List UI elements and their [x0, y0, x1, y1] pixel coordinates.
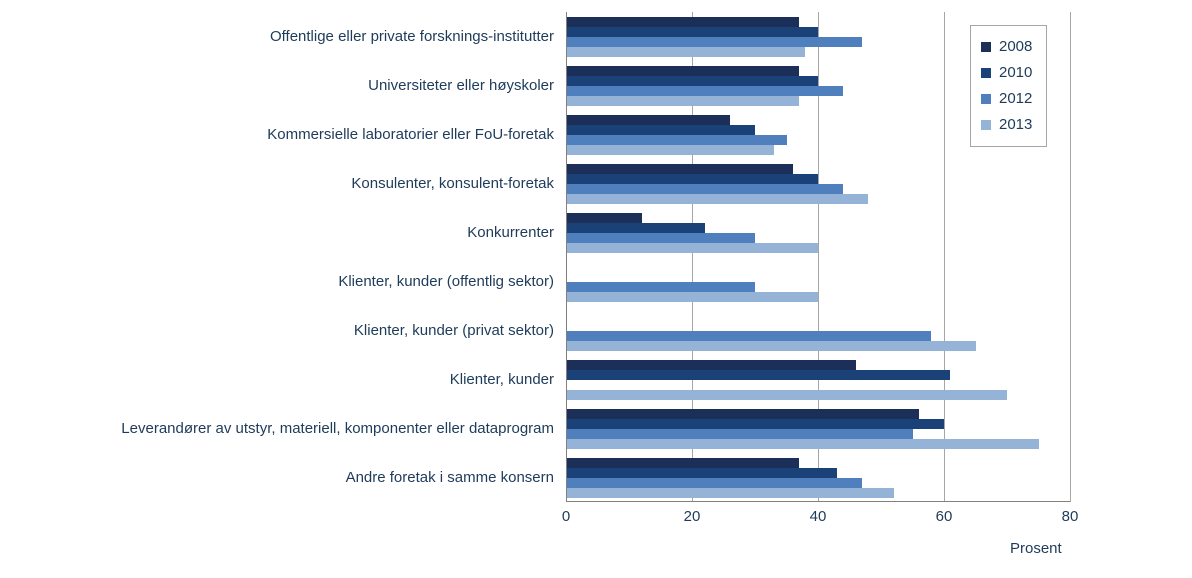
legend-item: 2010: [981, 60, 1032, 86]
bar: [566, 370, 950, 380]
legend-label: 2008: [999, 35, 1032, 59]
yaxis-line: [566, 12, 567, 502]
gridline: [944, 12, 945, 502]
bar: [566, 125, 755, 135]
gridline: [1070, 12, 1071, 502]
legend-label: 2013: [999, 113, 1032, 137]
xaxis-title: Prosent: [1010, 540, 1062, 557]
bar: [566, 468, 837, 478]
xaxis-tick-label: 60: [936, 502, 953, 525]
category-label: Leverandører av utstyr, materiell, kompo…: [86, 404, 566, 453]
category-label: Konsulenter, konsulent-foretak: [86, 159, 566, 208]
category-label: Andre foretak i samme konsern: [86, 453, 566, 502]
legend: 2008201020122013: [970, 25, 1047, 147]
bar: [566, 233, 755, 243]
category-label: Kommersielle laboratorier eller FoU-fore…: [86, 110, 566, 159]
bar: [566, 145, 774, 155]
bar: [566, 213, 642, 223]
bar: [566, 37, 862, 47]
bar: [566, 360, 856, 370]
xaxis-tick-label: 40: [810, 502, 827, 525]
bar: [566, 66, 799, 76]
chart-container: 0 20 40 60 80 Offentlige eller private forskn…: [0, 0, 1192, 578]
bar: [566, 429, 913, 439]
bar: [566, 174, 818, 184]
bar: [566, 17, 799, 27]
bar: [566, 439, 1039, 449]
bar: [566, 419, 944, 429]
category-label: Klienter, kunder (privat sektor): [86, 306, 566, 355]
bar: [566, 478, 862, 488]
category-label: Klienter, kunder: [86, 355, 566, 404]
bar: [566, 135, 787, 145]
bar: [566, 458, 799, 468]
bar: [566, 331, 931, 341]
bar: [566, 164, 793, 174]
xaxis-line: [566, 501, 1070, 502]
legend-item: 2012: [981, 86, 1032, 112]
legend-label: 2012: [999, 87, 1032, 111]
bar: [566, 194, 868, 204]
bar: [566, 390, 1007, 400]
legend-swatch: [981, 94, 991, 104]
bar: [566, 409, 919, 419]
bar: [566, 96, 799, 106]
bar: [566, 47, 805, 57]
legend-swatch: [981, 68, 991, 78]
bar: [566, 86, 843, 96]
bar: [566, 223, 705, 233]
bar: [566, 76, 818, 86]
category-label: Konkurrenter: [86, 208, 566, 257]
bar: [566, 282, 755, 292]
bar: [566, 341, 976, 351]
legend-swatch: [981, 120, 991, 130]
legend-item: 2013: [981, 112, 1032, 138]
category-label: Klienter, kunder (offentlig sektor): [86, 257, 566, 306]
xaxis-tick-label: 80: [1062, 502, 1079, 525]
bar: [566, 292, 818, 302]
bar: [566, 488, 894, 498]
bar: [566, 27, 818, 37]
category-label: Offentlige eller private forsknings-inst…: [86, 12, 566, 61]
legend-item: 2008: [981, 34, 1032, 60]
category-label: Universiteter eller høyskoler: [86, 61, 566, 110]
legend-swatch: [981, 42, 991, 52]
xaxis-tick-label: 20: [684, 502, 701, 525]
bar: [566, 115, 730, 125]
bar: [566, 243, 818, 253]
bar: [566, 184, 843, 194]
xaxis-tick-label: 0: [562, 502, 570, 525]
legend-label: 2010: [999, 61, 1032, 85]
